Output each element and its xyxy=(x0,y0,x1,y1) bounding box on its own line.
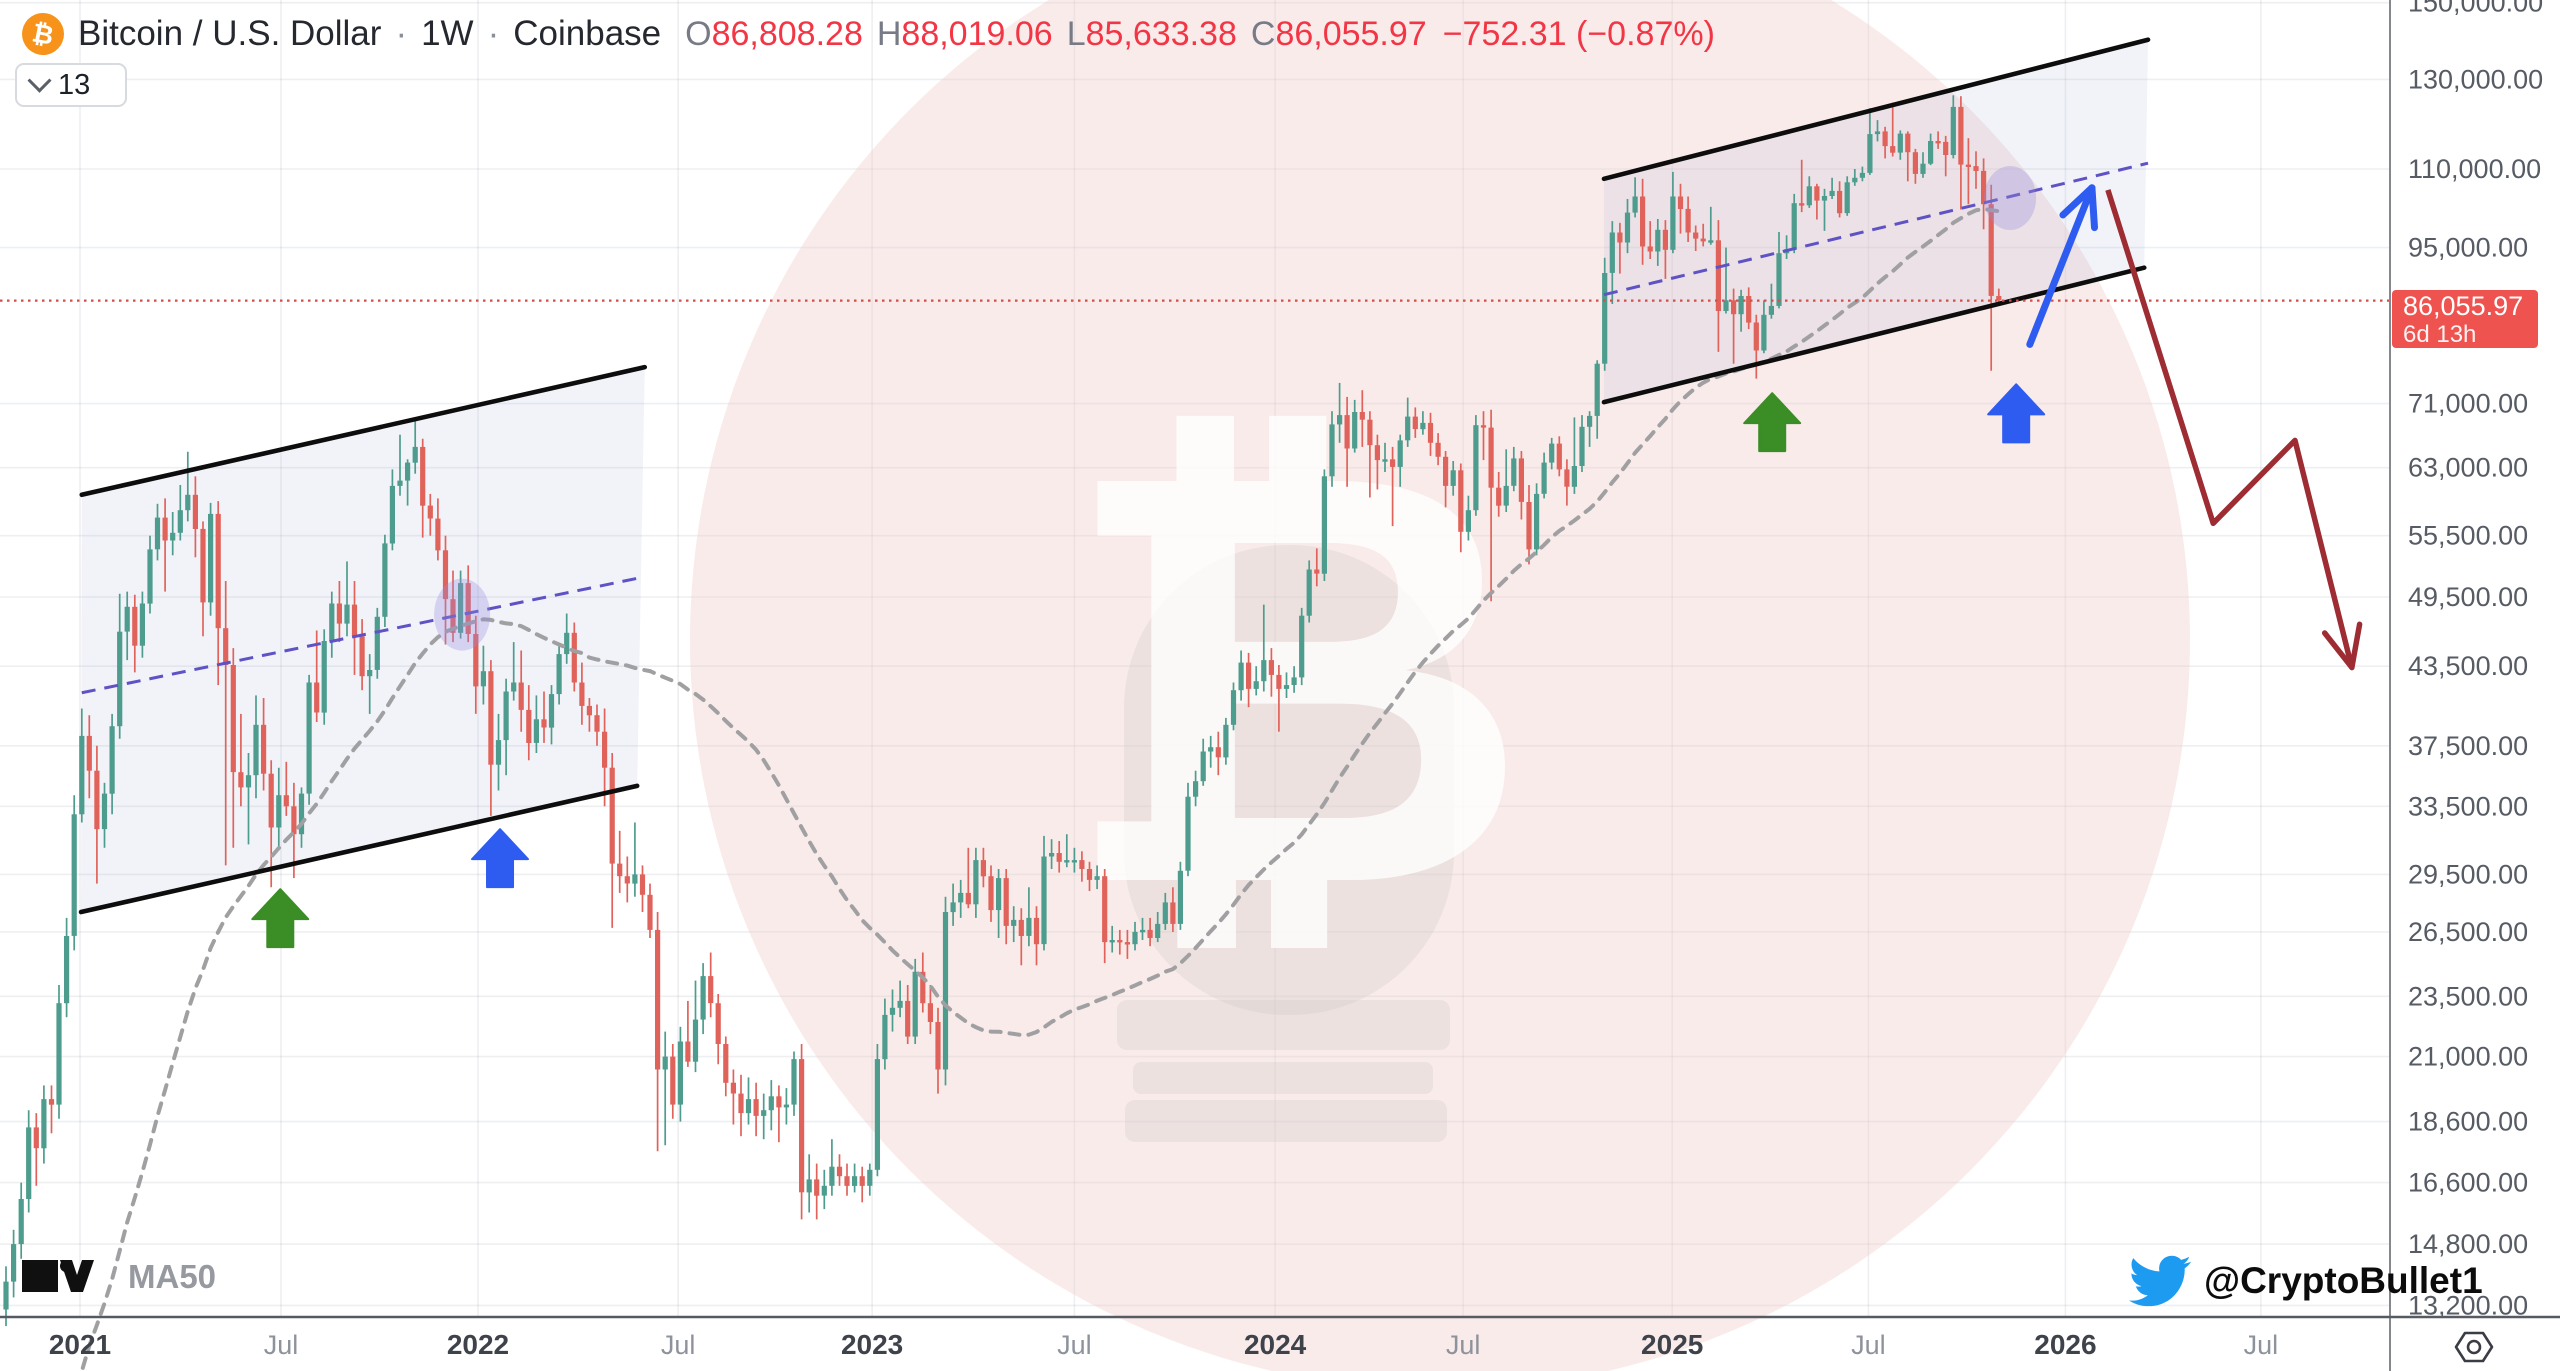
svg-text:37,500.00: 37,500.00 xyxy=(2408,731,2528,761)
blue-arrow-up[interactable] xyxy=(471,828,530,889)
price-axis[interactable]: 150,000.00 130,000.00 110,000.00 95,000.00 7… xyxy=(2408,0,2543,1320)
forecast-arrow[interactable] xyxy=(2105,189,2363,671)
svg-text:29,500.00: 29,500.00 xyxy=(2408,859,2528,889)
ma50-indicator-label[interactable]: MA50 xyxy=(128,1258,217,1295)
close-value: 86,055.97 xyxy=(1275,14,1427,53)
svg-text:2023: 2023 xyxy=(841,1329,903,1360)
exchange[interactable]: Coinbase xyxy=(513,14,662,53)
pink-circle-watermark xyxy=(690,0,2190,1371)
blue-trend-arrow[interactable] xyxy=(2026,184,2098,348)
bitcoin-icon: ₿ xyxy=(18,9,68,59)
svg-text:55,500.00: 55,500.00 xyxy=(2408,521,2528,551)
time-axis[interactable]: 2021 Jul 2022 Jul 2023 Jul 2024 Jul 2025 Jul 2026 J… xyxy=(49,1329,2278,1360)
svg-text:2026: 2026 xyxy=(2034,1329,2096,1360)
object-tree-pill[interactable]: 13 xyxy=(15,63,127,107)
current-price-label: 86,055.97 6d 13h xyxy=(2392,290,2538,348)
green-arrow-up[interactable] xyxy=(1743,392,1802,453)
svg-text:43,500.00: 43,500.00 xyxy=(2408,651,2528,681)
twitter-bird-icon xyxy=(2129,1255,2192,1307)
svg-text:Jul: Jul xyxy=(1446,1330,1481,1360)
svg-text:13,200.00: 13,200.00 xyxy=(2408,1290,2528,1320)
interval[interactable]: 1W xyxy=(421,14,474,53)
svg-text:71,000.00: 71,000.00 xyxy=(2408,389,2528,419)
twitter-watermark: @CryptoBullet1 xyxy=(2124,1250,2483,1312)
svg-text:110,000.00: 110,000.00 xyxy=(2408,154,2541,184)
ohlc-readout: O86,808.28 H88,019.06 L85,633.38 C86,055… xyxy=(685,15,1715,54)
highlight-ellipse[interactable] xyxy=(1984,166,2037,230)
gear-icon[interactable] xyxy=(2452,1327,2496,1367)
close-label: C xyxy=(1250,14,1276,53)
channel-2025-top[interactable] xyxy=(1601,37,2151,182)
chevron-down-icon xyxy=(27,68,52,93)
svg-text:63,000.00: 63,000.00 xyxy=(2408,453,2528,483)
svg-text:26,500.00: 26,500.00 xyxy=(2408,917,2528,947)
svg-text:49,500.00: 49,500.00 xyxy=(2408,582,2528,612)
symbol-header: ₿ Bitcoin / U.S. Dollar · 1W · Coinbase … xyxy=(18,9,1715,59)
svg-text:Jul: Jul xyxy=(1851,1330,1886,1360)
high-value: 88,019.06 xyxy=(901,14,1053,53)
drawings-count: 13 xyxy=(58,68,91,101)
svg-text:Jul: Jul xyxy=(2244,1330,2279,1360)
blue-arrow-up[interactable] xyxy=(1987,383,2046,444)
svg-text:130,000.00: 130,000.00 xyxy=(2408,64,2543,94)
channel-2025-midline[interactable] xyxy=(1603,161,2149,297)
current-price-value: 86,055.97 xyxy=(2403,291,2524,321)
svg-text:95,000.00: 95,000.00 xyxy=(2408,233,2528,263)
svg-text:2025: 2025 xyxy=(1641,1329,1703,1360)
svg-text:150,000.00: 150,000.00 xyxy=(2408,0,2543,18)
svg-text:2024: 2024 xyxy=(1244,1329,1307,1360)
open-label: O xyxy=(685,14,712,53)
svg-text:2021: 2021 xyxy=(49,1329,111,1360)
low-value: 85,633.38 xyxy=(1085,14,1237,53)
separator: · xyxy=(395,14,408,53)
svg-text:33,500.00: 33,500.00 xyxy=(2408,791,2528,821)
bar-countdown: 6d 13h xyxy=(2403,321,2477,348)
high-label: H xyxy=(876,14,902,53)
candlestick-series xyxy=(3,95,2002,1327)
channel-2021-midline[interactable] xyxy=(81,575,646,695)
low-label: L xyxy=(1066,14,1086,53)
symbol-name[interactable]: Bitcoin / U.S. Dollar xyxy=(78,14,382,53)
separator: · xyxy=(487,14,500,53)
twitter-handle: @CryptoBullet1 xyxy=(2204,1260,2483,1301)
svg-text:16,600.00: 16,600.00 xyxy=(2408,1168,2528,1198)
green-arrow-up[interactable] xyxy=(251,888,310,949)
channel-2021-top[interactable] xyxy=(79,364,648,498)
svg-text:Jul: Jul xyxy=(264,1330,299,1360)
bullet-watermark xyxy=(1117,545,1454,1142)
svg-text:23,500.00: 23,500.00 xyxy=(2408,981,2528,1011)
tradingview-logo-icon[interactable] xyxy=(22,1256,102,1300)
highlight-ellipse[interactable] xyxy=(434,578,491,651)
ma50-line xyxy=(79,206,2001,1371)
svg-text:14,800.00: 14,800.00 xyxy=(2408,1229,2528,1259)
svg-text:2022: 2022 xyxy=(447,1329,509,1360)
svg-text:18,600.00: 18,600.00 xyxy=(2408,1107,2528,1137)
change-value: −752.31 (−0.87%) xyxy=(1442,14,1715,53)
svg-text:Jul: Jul xyxy=(1057,1330,1092,1360)
svg-text:Jul: Jul xyxy=(661,1330,696,1360)
svg-text:21,000.00: 21,000.00 xyxy=(2408,1042,2528,1072)
channel-2021-bottom[interactable] xyxy=(78,783,640,915)
open-value: 86,808.28 xyxy=(711,14,863,53)
